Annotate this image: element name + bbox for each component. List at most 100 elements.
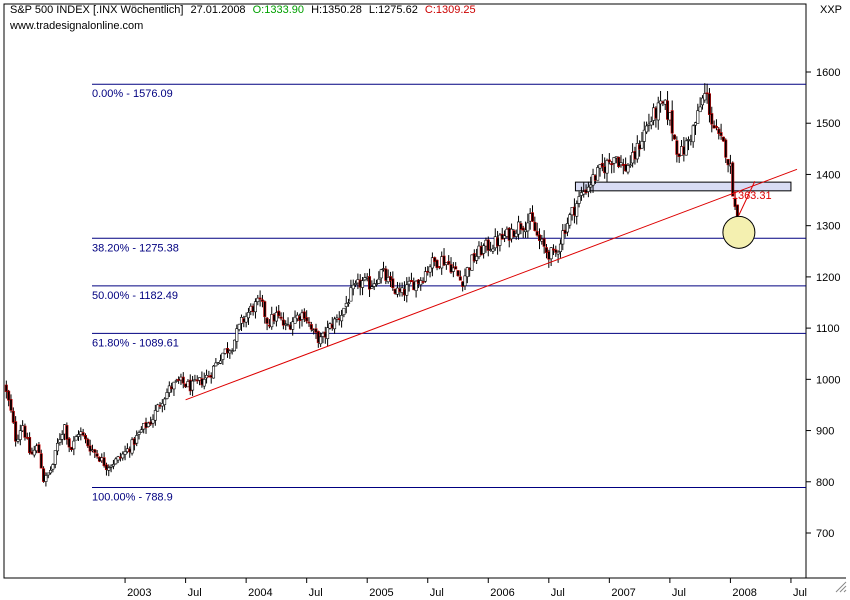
candle xyxy=(361,277,365,296)
candle-body-up xyxy=(72,440,76,450)
candle-body-down xyxy=(675,140,679,155)
candle xyxy=(719,123,723,140)
candle-body-down xyxy=(544,247,548,253)
candle xyxy=(544,243,548,259)
candle xyxy=(65,422,69,445)
candle xyxy=(596,165,600,181)
candle xyxy=(14,416,18,447)
candle-body-down xyxy=(67,438,71,448)
candle xyxy=(600,153,604,172)
candle xyxy=(612,157,616,173)
candle xyxy=(379,268,383,284)
candle-body-down xyxy=(28,437,32,454)
candle-body-down xyxy=(731,162,735,197)
candle-body-down xyxy=(521,227,525,231)
y-tick-label: 1500 xyxy=(816,118,840,130)
candle-body-down xyxy=(260,299,264,302)
candle xyxy=(619,155,623,168)
candle-body-up xyxy=(58,439,62,443)
candle-body-up xyxy=(212,365,216,379)
candle xyxy=(714,119,718,131)
open-label: O:1333.90 xyxy=(253,4,304,16)
candle xyxy=(561,224,565,251)
candle xyxy=(39,449,43,469)
candle xyxy=(666,91,670,126)
axis-ticks: 700 800 900 1000 1100 1200 1300 1400 1500 1600 200… xyxy=(124,67,840,599)
candle xyxy=(423,266,427,283)
candle-body-up xyxy=(430,257,434,269)
candle xyxy=(219,354,223,365)
candle xyxy=(642,121,646,151)
candle-body-up xyxy=(354,283,358,285)
candle xyxy=(372,278,376,291)
candle xyxy=(104,462,108,476)
x-tick-label: Jul xyxy=(793,587,807,599)
candle xyxy=(237,323,241,332)
candle xyxy=(556,250,560,263)
candle xyxy=(526,213,530,239)
candle-body-up xyxy=(645,125,649,133)
candle-body-down xyxy=(409,280,413,283)
candle xyxy=(586,181,590,198)
candle xyxy=(109,464,113,473)
candle-body-up xyxy=(465,267,469,278)
candle xyxy=(447,255,451,266)
candle-body-up xyxy=(246,312,250,319)
candle-body-up xyxy=(344,303,348,307)
candle-body-down xyxy=(600,162,604,168)
candle-body-down xyxy=(388,276,392,281)
candle-body-up xyxy=(577,196,581,204)
candle xyxy=(351,279,355,296)
trendline[interactable] xyxy=(185,168,798,401)
candle-body-up xyxy=(363,277,367,281)
resize-grip-icon[interactable] xyxy=(835,581,847,593)
candle xyxy=(377,271,381,284)
candle-body-down xyxy=(102,457,106,467)
candle xyxy=(244,312,248,328)
candle xyxy=(465,266,469,284)
candle xyxy=(700,95,704,110)
candle-body-up xyxy=(274,312,278,322)
candle xyxy=(628,155,632,168)
candle xyxy=(93,448,97,459)
candle xyxy=(123,445,127,461)
candle-body-up xyxy=(46,472,50,476)
candle-body-up xyxy=(700,97,704,106)
candle-body-down xyxy=(39,453,43,469)
candle xyxy=(698,97,702,113)
candle xyxy=(44,472,48,487)
axis-tag: XXP xyxy=(820,4,842,16)
candle xyxy=(656,96,660,130)
candle xyxy=(95,450,99,459)
candle xyxy=(344,295,348,314)
candle-body-down xyxy=(65,425,69,440)
candle-body-up xyxy=(405,284,409,296)
candle-body-up xyxy=(693,122,697,126)
candle-body-down xyxy=(733,197,737,207)
candle-body-down xyxy=(281,319,285,326)
candle-body-up xyxy=(377,278,381,284)
date-label: 27.01.2008 xyxy=(191,4,246,16)
x-tick-label: Jul xyxy=(430,587,444,599)
candle-body-up xyxy=(165,392,169,399)
candle xyxy=(710,106,714,133)
fibonacci-levels: 0.00% - 1576.09 38.20% - 1275.38 50.00% - … xyxy=(92,83,806,503)
candle-body-up xyxy=(575,203,579,217)
candle xyxy=(482,243,486,259)
candle-body-down xyxy=(719,132,723,136)
candle-body-down xyxy=(433,257,437,262)
candle xyxy=(568,212,572,229)
candle-body-down xyxy=(533,221,537,231)
candle-body-up xyxy=(568,214,572,226)
candle-body-up xyxy=(351,284,355,290)
candle xyxy=(81,428,85,437)
candle xyxy=(281,312,285,330)
candle-body-up xyxy=(656,102,660,121)
candle xyxy=(4,380,8,399)
candle xyxy=(114,457,118,465)
candle-body-down xyxy=(104,464,108,471)
candle xyxy=(442,248,446,266)
candle-body-down xyxy=(95,453,99,457)
candle-body-up xyxy=(284,323,288,326)
